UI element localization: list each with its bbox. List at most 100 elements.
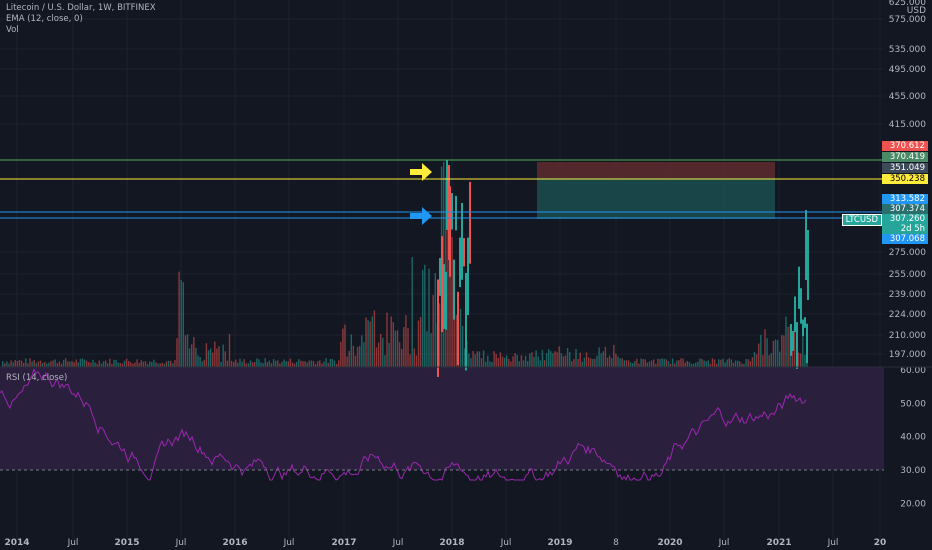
volume-bar [23, 362, 25, 367]
volume-bar [340, 341, 342, 367]
volume-bar [629, 362, 632, 367]
volume-bar [430, 333, 432, 367]
volume-bar [228, 334, 231, 367]
price-candle [807, 230, 809, 300]
volume-bar [188, 348, 191, 367]
volume-bar [697, 361, 699, 367]
time-axis-label: Jul [718, 538, 730, 548]
volume-bar [598, 347, 600, 367]
volume-bar [686, 360, 688, 367]
volume-bar [592, 358, 594, 367]
volume-bar [186, 334, 189, 367]
volume-bar [405, 315, 407, 367]
volume-bar [365, 317, 367, 367]
volume-bar [434, 273, 436, 367]
volume-bar [558, 346, 560, 367]
volume-bar [569, 352, 571, 367]
volume-bar [195, 347, 197, 367]
volume-bar [455, 314, 457, 367]
volume-bar [344, 324, 346, 367]
volume-indicator-label[interactable]: Vol [6, 25, 19, 35]
volume-bar [256, 358, 258, 367]
volume-bar [604, 346, 607, 367]
volume-bar [713, 359, 716, 367]
volume-bar [562, 356, 565, 367]
volume-bar [550, 351, 552, 367]
volume-bar [762, 355, 764, 367]
yellow-arrow-icon [410, 163, 432, 181]
volume-bar [787, 326, 789, 367]
volume-bar [703, 360, 705, 367]
volume-bar [501, 356, 504, 367]
blue-arrow-icon [410, 207, 432, 225]
volume-bar [539, 360, 541, 367]
volume-bar [83, 359, 86, 367]
volume-bar [770, 353, 772, 367]
volume-bar [342, 328, 344, 367]
volume-bar [411, 257, 413, 367]
volume-bar [371, 316, 373, 367]
volume-bar [86, 360, 88, 367]
volume-bar [720, 359, 722, 367]
volume-bar [705, 361, 707, 367]
volume-bar [79, 358, 82, 367]
ema-indicator-label[interactable]: EMA (12, close, 0) [6, 14, 83, 24]
volume-bar [537, 356, 539, 367]
volume-bar [707, 360, 709, 367]
volume-bar [575, 348, 577, 367]
volume-bar [125, 358, 128, 367]
volume-bar [92, 359, 94, 367]
price-axis-label: 495.000 [889, 65, 926, 75]
volume-bar [41, 363, 44, 367]
volume-bar [306, 362, 308, 367]
stop-loss-zone [537, 162, 775, 178]
volume-bar [642, 359, 644, 367]
rsi-indicator-label[interactable]: RSI (14, close) [6, 373, 68, 383]
time-axis-label: 8 [613, 538, 619, 548]
time-axis-label: 2014 [4, 538, 29, 548]
volume-bar [317, 361, 319, 367]
price-candle [800, 288, 802, 324]
symbol-title: Litecoin / U.S. Dollar, 1W, BITFINEX [6, 3, 156, 13]
price-candle [802, 319, 804, 337]
volume-bar [690, 363, 693, 367]
volume-bar [751, 357, 754, 367]
volume-bar [724, 362, 726, 367]
volume-bar [329, 358, 331, 367]
volume-bar [506, 355, 508, 367]
volume-bar [636, 358, 638, 367]
volume-bar [573, 358, 575, 367]
volume-bar [117, 362, 119, 367]
volume-bar [247, 363, 250, 367]
volume-bar [386, 312, 388, 367]
volume-bar [266, 361, 268, 367]
volume-bar [323, 361, 325, 367]
volume-bar [333, 360, 336, 367]
volume-bar [201, 361, 203, 367]
volume-bar [438, 303, 441, 367]
rsi-axis-label: 60.00 [900, 366, 926, 376]
volume-bar [260, 362, 262, 367]
volume-bar [600, 353, 602, 367]
price-candle [792, 331, 794, 351]
volume-bar [653, 359, 655, 367]
price-tag: 307.374 [882, 204, 928, 214]
volume-bar [709, 363, 712, 367]
volume-bar [155, 362, 157, 367]
volume-bar [804, 354, 806, 367]
volume-bar [453, 310, 455, 367]
volume-bar [533, 356, 535, 367]
price-candle [790, 323, 792, 356]
volume-bar [193, 337, 195, 367]
volume-bar [621, 358, 623, 367]
volume-bar [203, 359, 205, 367]
volume-bar [134, 362, 136, 367]
volume-bar [753, 351, 756, 367]
volume-bar [178, 271, 180, 367]
volume-bar [476, 351, 478, 367]
volume-bar [527, 361, 529, 367]
volume-bar [335, 363, 338, 367]
volume-bar [722, 358, 724, 367]
volume-bar [659, 359, 661, 367]
